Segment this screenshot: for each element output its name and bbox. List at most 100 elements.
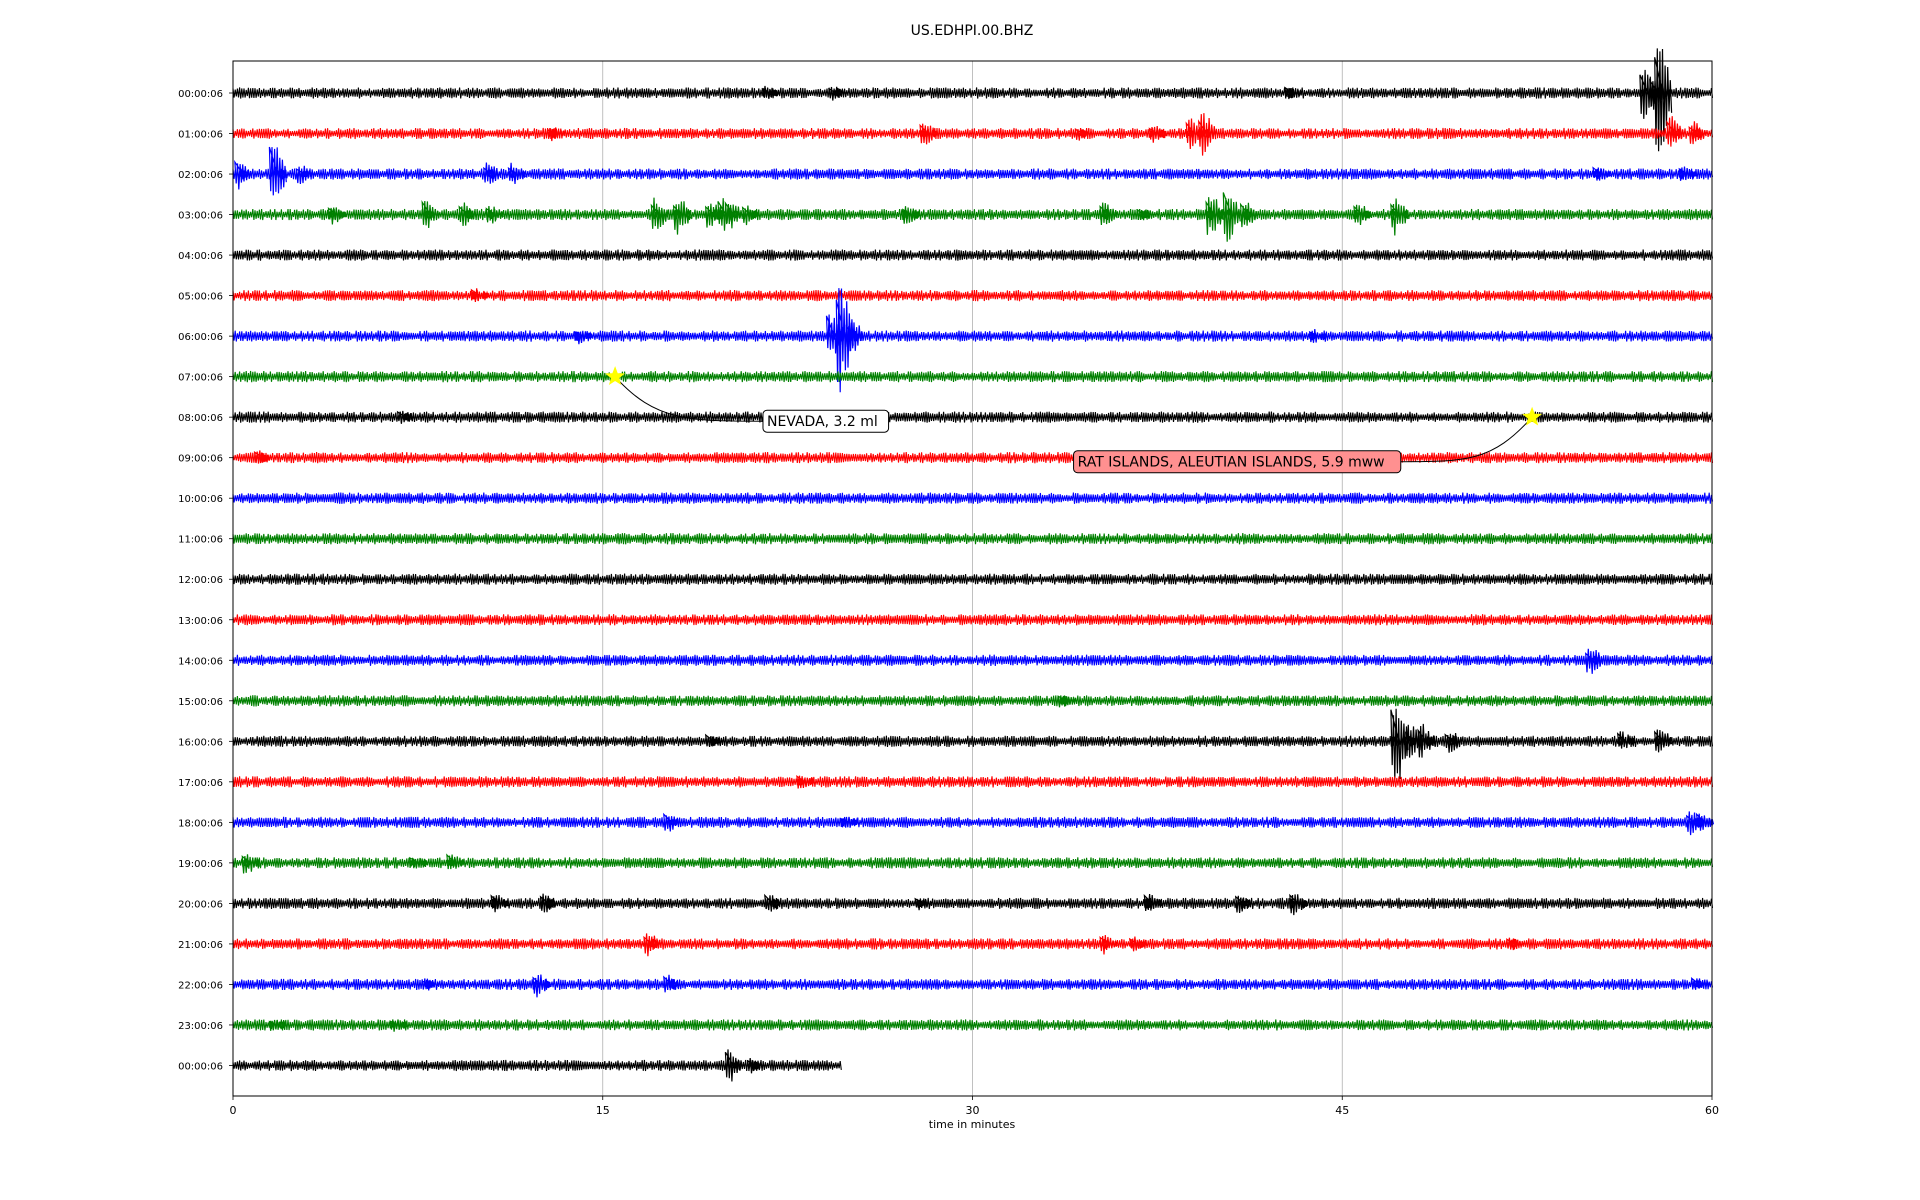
trace-row bbox=[232, 933, 1714, 957]
x-tick-label: 15 bbox=[596, 1104, 610, 1117]
trace-row bbox=[232, 1019, 1714, 1032]
event-spike bbox=[574, 330, 593, 345]
annotation-box bbox=[1073, 450, 1402, 474]
event-spike bbox=[532, 974, 551, 998]
trace-row bbox=[232, 573, 1714, 585]
trace-row bbox=[232, 288, 1714, 302]
trace-line bbox=[232, 614, 1714, 626]
event-spike bbox=[764, 893, 783, 912]
trace-line bbox=[232, 492, 1714, 504]
event-spike bbox=[396, 410, 415, 424]
x-axis: 0 15 30 45 60 bbox=[230, 1096, 1719, 1117]
trace-line bbox=[232, 573, 1714, 585]
trace-row bbox=[232, 775, 1714, 789]
annotation-label: RAT ISLANDS, ALEUTIAN ISLANDS, 5.9 mww bbox=[1078, 455, 1385, 471]
annotation-box bbox=[762, 409, 890, 433]
y-tick-label: 17:00:06 bbox=[178, 778, 223, 789]
trace-row bbox=[232, 410, 1714, 424]
event-spike bbox=[295, 165, 314, 184]
y-tick-label: 00:00:06 bbox=[178, 1061, 223, 1072]
trace-line bbox=[232, 695, 1714, 707]
event-spike bbox=[643, 933, 662, 957]
y-tick-label: 07:00:06 bbox=[178, 373, 223, 384]
event-spike bbox=[724, 1049, 743, 1082]
event-spike bbox=[253, 450, 273, 464]
event-spike bbox=[507, 162, 526, 184]
y-tick-label: 12:00:06 bbox=[178, 575, 223, 586]
trace-row bbox=[232, 1049, 842, 1082]
event-spike bbox=[1057, 695, 1076, 708]
event-spike bbox=[446, 853, 465, 870]
trace-row bbox=[232, 533, 1714, 545]
event-spike bbox=[1592, 166, 1611, 181]
event-spike bbox=[1234, 895, 1254, 913]
trace-line bbox=[232, 87, 1714, 99]
event-spike bbox=[1148, 126, 1167, 143]
y-tick-label: 20:00:06 bbox=[178, 899, 223, 910]
trace-line bbox=[232, 978, 1714, 991]
y-tick-label: 19:00:06 bbox=[178, 859, 223, 870]
trace-line bbox=[232, 816, 1714, 829]
y-tick-label: 04:00:06 bbox=[178, 251, 223, 262]
trace-row bbox=[232, 113, 1714, 156]
y-tick-label: 13:00:06 bbox=[178, 616, 223, 627]
event-spike bbox=[1666, 116, 1685, 147]
trace-line bbox=[232, 411, 1714, 423]
event-spike bbox=[1653, 729, 1673, 753]
y-tick-label: 06:00:06 bbox=[178, 332, 223, 343]
event-spike bbox=[825, 314, 844, 354]
event-spike bbox=[1417, 723, 1436, 758]
event-spike bbox=[724, 201, 743, 229]
event-spike bbox=[902, 206, 921, 224]
event-spike bbox=[409, 856, 428, 869]
event-spike bbox=[741, 205, 761, 226]
trace-row bbox=[232, 249, 1714, 261]
trace-row bbox=[232, 648, 1714, 674]
event-annotation: RAT ISLANDS, ALEUTIAN ISLANDS, 5.9 mww bbox=[1073, 406, 1542, 474]
event-spike bbox=[1444, 732, 1463, 753]
event-spike bbox=[1284, 86, 1303, 100]
event-spike bbox=[650, 197, 669, 229]
trace-line bbox=[232, 654, 1714, 666]
event-spike bbox=[485, 206, 504, 224]
event-spike bbox=[1616, 731, 1636, 749]
y-tick-label: 03:00:06 bbox=[178, 211, 223, 222]
event-spike bbox=[421, 199, 440, 229]
annotation-connector bbox=[614, 376, 763, 422]
event-spike bbox=[1128, 936, 1148, 952]
trace-line bbox=[232, 370, 1714, 383]
event-spike bbox=[919, 123, 938, 145]
event-spike bbox=[458, 202, 477, 226]
trace-line bbox=[232, 735, 1714, 747]
y-tick-label: 22:00:06 bbox=[178, 980, 223, 991]
x-axis-label: time in minutes bbox=[929, 1118, 1016, 1131]
trace-line bbox=[232, 168, 1714, 180]
y-tick-label: 21:00:06 bbox=[178, 940, 223, 951]
event-spike bbox=[1222, 192, 1241, 242]
event-spike bbox=[1308, 328, 1328, 343]
chart-title: US.EDHPI.00.BHZ bbox=[911, 23, 1034, 39]
trace-row bbox=[232, 974, 1714, 998]
x-tick-label: 0 bbox=[230, 1104, 237, 1117]
event-spike bbox=[268, 146, 287, 196]
trace-row bbox=[232, 853, 1714, 874]
trace-row bbox=[232, 48, 1714, 152]
event-spike bbox=[663, 812, 682, 832]
y-tick-label: 09:00:06 bbox=[178, 454, 223, 465]
event-spike bbox=[1099, 202, 1118, 226]
event-annotation: NEVADA, 3.2 ml bbox=[605, 366, 890, 433]
trace-line bbox=[232, 776, 1714, 788]
event-spike bbox=[1074, 128, 1093, 141]
y-tick-label: 08:00:06 bbox=[178, 413, 223, 424]
y-tick-label: 11:00:06 bbox=[178, 535, 223, 546]
annotation-connector bbox=[1400, 416, 1533, 463]
y-tick-label: 02:00:06 bbox=[178, 170, 223, 181]
y-tick-label: 16:00:06 bbox=[178, 737, 223, 748]
trace-row bbox=[232, 492, 1714, 504]
event-spike bbox=[1353, 204, 1372, 226]
trace-line bbox=[232, 857, 1714, 869]
star-icon bbox=[605, 366, 625, 386]
y-tick-label: 10:00:06 bbox=[178, 494, 223, 505]
trace-row bbox=[232, 146, 1714, 196]
